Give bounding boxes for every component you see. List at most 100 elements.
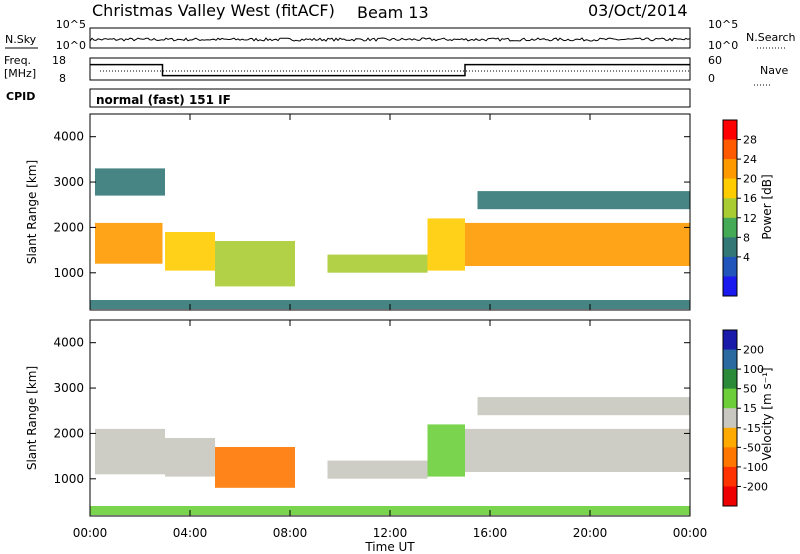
x-axis-title: Time UT xyxy=(364,540,415,554)
station-title: Christmas Valley West (fitACF) xyxy=(92,1,335,20)
colorbar-tick-label: 24 xyxy=(743,153,757,166)
x-tick-label: 00:00 xyxy=(73,526,108,540)
colorbar-segment xyxy=(723,447,737,468)
scatter-band-2 xyxy=(215,447,295,488)
frequency-trace xyxy=(90,63,690,77)
scatter-band-0 xyxy=(95,222,163,264)
noise-tick-right-bottom: 10^0 xyxy=(708,39,738,52)
y-tick-label: 1000 xyxy=(53,472,84,486)
nsky-label: N.Sky xyxy=(5,33,37,46)
y-tick-label: 1000 xyxy=(53,266,84,280)
noise-line xyxy=(89,37,691,42)
velocity-colorbar: 200 100 50 15 -15 -50 -100 -200 xyxy=(722,329,768,507)
x-axis-ticks: 00:00 04:00 08:00 12:00 16:00 20:00 00:00 xyxy=(73,114,708,540)
x-tick-label: 16:00 xyxy=(473,526,508,540)
power-panel-frame xyxy=(89,113,691,311)
colorbar-segment xyxy=(723,388,737,409)
colorbar-tick-label: -200 xyxy=(743,480,768,493)
noise-panel-frame xyxy=(89,27,691,49)
power-colorbar: 28 24 20 16 12 8 4 xyxy=(722,119,757,297)
cpid-text: normal (fast) 151 IF xyxy=(96,93,231,107)
velocity-heatmap xyxy=(90,397,690,516)
colorbar-tick-label: 20 xyxy=(743,173,757,186)
colorbar-tick-label: 200 xyxy=(743,344,764,357)
colorbar-segment xyxy=(723,330,737,351)
power-y-ticks: 1000 2000 3000 4000 xyxy=(53,130,690,280)
scatter-band-4 xyxy=(427,424,465,477)
colorbar-segment xyxy=(723,349,737,370)
y-tick-label: 2000 xyxy=(53,220,84,234)
velocity-ylabel: Slant Range [km] xyxy=(25,366,39,470)
colorbar-frame xyxy=(722,119,738,297)
colorbar-tick-label: -15 xyxy=(743,422,761,435)
colorbar-segment xyxy=(723,408,737,429)
noise-tick-left-bottom: 10^0 xyxy=(56,39,86,52)
colorbar-tick-label: 8 xyxy=(743,231,750,244)
colorbar-segment xyxy=(723,237,737,258)
colorbar-tick-label: 50 xyxy=(743,383,757,396)
scatter-band-1 xyxy=(165,438,215,477)
power-colorbar-label: Power [dB] xyxy=(760,174,774,239)
noise-tick-right-top: 10^5 xyxy=(708,18,738,31)
y-tick-label: 2000 xyxy=(53,426,84,440)
x-tick-label: 20:00 xyxy=(573,526,608,540)
colorbar-segment xyxy=(723,369,737,390)
x-tick-label: 00:00 xyxy=(673,526,708,540)
colorbar-segment xyxy=(723,178,737,199)
y-tick-label: 3000 xyxy=(53,175,84,189)
nsearch-label: N.Search xyxy=(746,31,796,44)
noise-trace xyxy=(89,37,691,42)
colorbar-tick-label: -100 xyxy=(743,461,768,474)
nave-label: Nave xyxy=(760,64,788,77)
freq-label: Freq. xyxy=(4,54,31,67)
x-tick-label: 08:00 xyxy=(273,526,308,540)
colorbar-segment xyxy=(723,217,737,238)
power-ylabel: Slant Range [km] xyxy=(25,160,39,264)
velocity-panel-frame xyxy=(89,319,691,517)
scatter-band-7 xyxy=(477,191,690,210)
y-tick-label: 4000 xyxy=(53,130,84,144)
scatter-band-3 xyxy=(215,241,295,287)
cpid-panel-frame xyxy=(89,88,691,108)
colorbar-tick-label: 12 xyxy=(743,212,757,225)
freq-tick-bottom: 8 xyxy=(59,72,66,85)
colorbar-tick-label: 16 xyxy=(743,192,757,205)
x-tick-label: 04:00 xyxy=(173,526,208,540)
colorbar-segment xyxy=(723,466,737,487)
beam-label: Beam 13 xyxy=(357,3,429,22)
colorbar-segment xyxy=(723,256,737,277)
x-tick-label: 12:00 xyxy=(373,526,408,540)
colorbar-segment xyxy=(723,427,737,448)
freq-unit: [MHz] xyxy=(4,67,36,80)
colorbar-segment xyxy=(723,198,737,219)
colorbar-segment xyxy=(723,139,737,160)
colorbar-tick-label: 100 xyxy=(743,363,764,376)
velocity-colorbar-label: Velocity [m s⁻¹] xyxy=(760,367,774,460)
y-tick-label: 4000 xyxy=(53,336,84,350)
colorbar-segment xyxy=(723,120,737,141)
cpid-label: CPID xyxy=(6,90,35,103)
scatter-band-4 xyxy=(327,254,428,273)
scatter-band-2 xyxy=(165,232,215,271)
freq-tick-top: 18 xyxy=(52,54,66,67)
colorbar-tick-label: -50 xyxy=(743,441,761,454)
velocity-y-ticks: 1000 2000 3000 4000 xyxy=(53,336,690,486)
power-heatmap xyxy=(90,168,690,310)
colorbar-segment xyxy=(723,159,737,180)
scatter-band-1 xyxy=(95,168,165,196)
date-label: 03/Oct/2014 xyxy=(588,1,688,20)
scatter-band-6 xyxy=(477,397,690,416)
scatter-band-0 xyxy=(95,428,165,475)
colorbar-segment xyxy=(723,276,737,297)
colorbar-frame xyxy=(722,329,738,507)
colorbar-tick-label: 4 xyxy=(743,251,750,264)
nave-tick-bottom: 0 xyxy=(708,72,715,85)
scatter-band-6 xyxy=(465,222,690,266)
scatter-band-5 xyxy=(465,428,690,472)
colorbar-segment xyxy=(723,486,737,507)
freq-panel-frame xyxy=(89,57,691,81)
colorbar-tick-label: 28 xyxy=(743,134,757,147)
scatter-band-5 xyxy=(427,218,465,271)
scatter-band-3 xyxy=(327,460,428,479)
